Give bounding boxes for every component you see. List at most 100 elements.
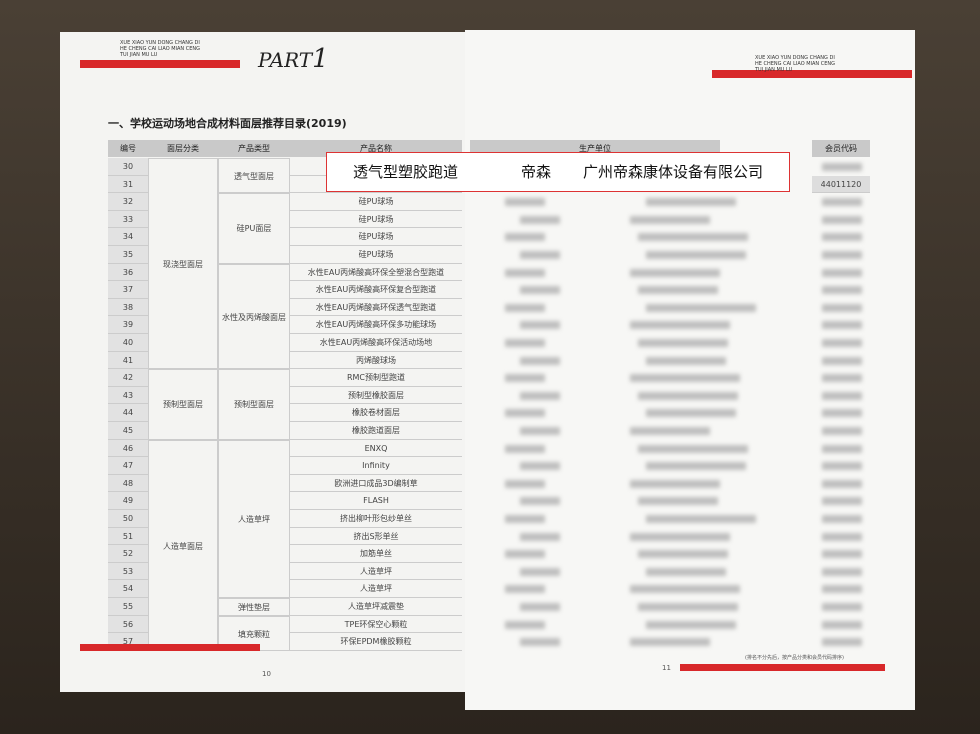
product-name: 水性EAU丙烯酸高环保全塑混合型跑道 [290,264,462,282]
blurred-company [646,409,736,418]
page-number: 10 [262,670,271,678]
product-name: 欧洲进口成品3D编制草 [290,475,462,493]
blurred-brand [505,339,545,347]
blurred-brand [505,479,545,488]
blurred-company [646,198,736,207]
pinyin: XUE XIAO YUN DONG CHANG DI HE CHENG CAI … [120,40,200,58]
blurred-company [646,567,726,576]
blurred-brand [505,233,545,242]
blurred-code [822,268,862,277]
part: PART1 [258,44,329,74]
blurred-code [822,215,862,224]
row-number: 55 [108,598,148,616]
blurred-company [630,479,720,488]
blurred-company [638,603,738,611]
row-number: 49 [108,492,148,510]
blurred-code [822,409,862,418]
blurred-brand [520,603,560,611]
product-name: 硅PU球场 [290,246,462,264]
blurred-company [646,251,746,259]
blurred-code [822,251,862,259]
surface-category: 人造草面层 [148,439,218,651]
product-type: 弹性垫层 [218,598,290,616]
part-word: PART [258,48,313,72]
product-type: 水性及丙烯酸面层 [218,263,290,370]
pinyin-line: HE CHENG CAI LIAO MIAN CENG [755,61,836,67]
blurred-code [822,233,862,242]
blurred-brand [505,515,545,523]
blurred-brand [520,286,560,295]
blurred-company [638,233,748,242]
blurred-code [822,462,862,471]
row-number: 34 [108,228,148,246]
highlight-box: 透气型塑胶跑道 帝森 广州帝森康体设备有限公司 [326,152,790,192]
row-number: 44 [108,404,148,422]
blurred-company [646,620,736,629]
pinyin-line: TUI JIAN MU LU [755,67,793,73]
blurred-company [630,638,710,647]
surface-category: 预制型面层 [148,369,218,440]
blurred-brand [520,462,560,471]
row-number: 48 [108,474,148,493]
product-name: 水性EAU丙烯酸高环保活动场地 [290,334,462,352]
blurred-company [646,303,756,312]
blurred-brand [505,198,545,207]
blurred-company [638,339,728,347]
product-type: 透气型面层 [218,158,290,194]
column-header: 会员代码 [812,140,870,157]
note: (排名不分先后，按产品分类和会员代码排序) [745,655,844,661]
product-name: 环保EPDM橡胶颗粒 [290,633,462,651]
footer-stripe [680,664,885,671]
row-number: 37 [108,281,148,299]
row-number: 50 [108,510,148,528]
blurred-brand [505,585,545,594]
row-number: 30 [108,158,148,176]
product-type: 硅PU面层 [218,193,290,264]
blurred-code [822,339,862,347]
blurred-brand [520,321,560,330]
blurred-company [630,321,730,330]
highlight-product: 透气型塑胶跑道 [353,163,459,181]
column-header: 产品类型 [218,140,290,157]
row-number: 56 [108,615,148,634]
product-name: 硅PU球场 [290,193,462,211]
row-number: 53 [108,562,148,581]
blurred-brand [520,427,560,435]
blurred-code [822,427,862,435]
blurred-code [822,479,862,488]
highlight-brand: 帝森 [521,163,552,181]
highlight-company: 广州帝森康体设备有限公司 [583,163,764,181]
blurred-brand [505,303,545,312]
pinyin-line: HE CHENG CAI LIAO MIAN CENG [120,46,201,52]
blurred-company [630,532,730,541]
row-number: 51 [108,527,148,546]
blurred-company [646,356,726,365]
product-name: ENXQ [290,440,462,458]
blurred-brand [520,497,560,506]
row-number: 36 [108,263,148,282]
blurred-company [630,215,710,224]
product-name: 挤出S形单丝 [290,528,462,546]
row-number: 41 [108,351,148,370]
product-name: 挤出柳叶形包纱单丝 [290,510,462,528]
product-name: 预制型橡胶面层 [290,387,462,405]
row-number: 45 [108,422,148,440]
blurred-brand [520,532,560,541]
product-name: 水性EAU丙烯酸高环保复合型跑道 [290,281,462,299]
column-header: 编号 [108,140,148,157]
product-name: Infinity [290,457,462,475]
blurred-brand [505,620,545,629]
blurred-company [630,374,740,383]
blurred-company [638,497,718,506]
product-name: 人造草坪 [290,580,462,598]
pinyin-line: XUE XIAO YUN DONG CHANG DI [120,40,200,46]
part-number: 1 [312,44,329,74]
product-name: 丙烯酸球场 [290,352,462,370]
row-number: 38 [108,298,148,317]
blurred-company [646,515,756,523]
row-number: 39 [108,316,148,334]
row-number: 54 [108,580,148,598]
blurred-brand [520,215,560,224]
product-name: FLASH [290,492,462,510]
